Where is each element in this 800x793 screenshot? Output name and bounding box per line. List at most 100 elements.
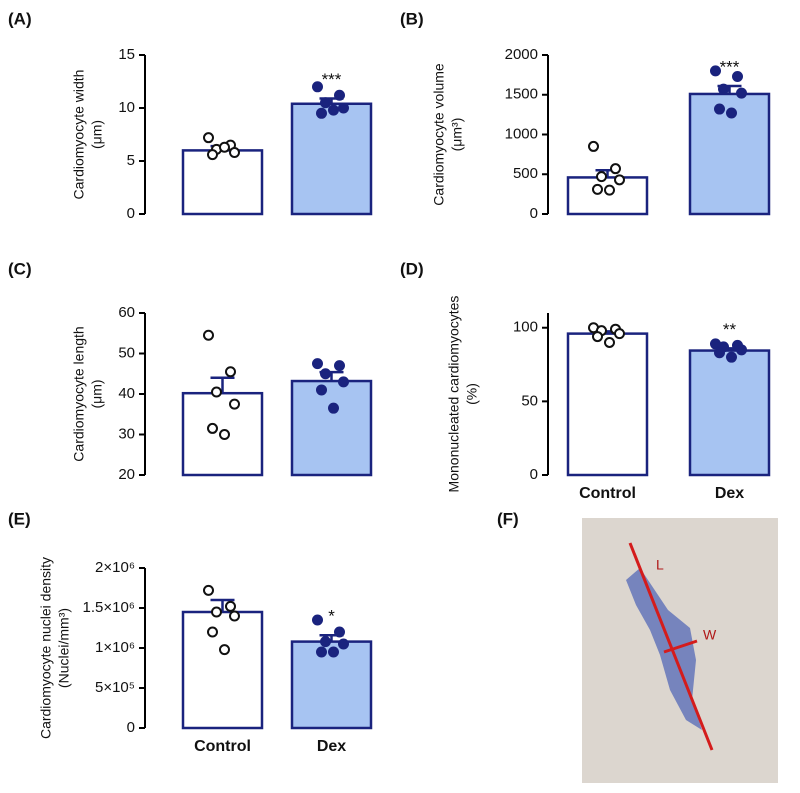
- y-tick-label: 2000: [505, 46, 538, 63]
- data-point: [219, 141, 230, 153]
- error-bar: [210, 598, 235, 612]
- bar: [566, 176, 649, 216]
- y-tick-label: 50: [118, 344, 135, 361]
- image-panel: L W (F): [497, 509, 778, 783]
- y-tick-label: 1.5×10⁶: [83, 599, 135, 616]
- data-point: [225, 366, 236, 378]
- y-axis-label: (μm): [89, 120, 105, 149]
- x-tick-label: Dex: [317, 738, 346, 755]
- data-point: [229, 610, 240, 622]
- data-point: [726, 351, 737, 363]
- y-tick-label: 50: [521, 392, 538, 409]
- significance: ***: [322, 70, 342, 89]
- y-tick-label: 5×10⁵: [95, 679, 135, 696]
- data-point: [334, 360, 345, 372]
- length-line: [628, 542, 714, 751]
- data-point: [710, 65, 721, 77]
- data-point: [316, 646, 327, 658]
- data-point: [320, 97, 331, 109]
- data-point: [225, 600, 236, 612]
- y-tick-label: 2×10⁶: [95, 559, 135, 576]
- data-point: [328, 104, 339, 116]
- y-tick-label: 1000: [505, 125, 538, 142]
- width-line: [663, 639, 698, 654]
- y-tick-label: 0: [530, 466, 538, 483]
- data-point: [203, 329, 214, 341]
- data-point: [229, 147, 240, 159]
- data-point: [312, 358, 323, 370]
- panel-label: (B): [400, 9, 424, 28]
- data-point: [334, 89, 345, 101]
- x-tick-label: Control: [579, 485, 636, 502]
- y-axis-label: Mononucleated cardiomyocytes: [446, 296, 462, 493]
- y-axis-label: (μm): [89, 379, 105, 408]
- data-point: [736, 344, 747, 356]
- y-tick-label: 60: [118, 304, 135, 321]
- y-tick-label: 10: [118, 99, 135, 116]
- data-point: [614, 174, 625, 186]
- width-label: W: [703, 627, 717, 643]
- data-point: [592, 331, 603, 343]
- data-point: [592, 183, 603, 195]
- bar: [688, 349, 771, 477]
- significance: ***: [720, 57, 740, 76]
- data-point: [338, 376, 349, 388]
- data-point: [203, 584, 214, 596]
- data-point: [588, 140, 599, 152]
- data-point: [736, 87, 747, 99]
- data-point: [312, 81, 323, 93]
- panel-label: (E): [8, 509, 31, 528]
- significance: *: [328, 607, 335, 626]
- y-tick-label: 0: [127, 719, 135, 736]
- data-point: [726, 107, 737, 119]
- y-axis-label: Cardiomyocyte volume: [431, 63, 447, 206]
- data-point: [714, 103, 725, 115]
- panel-label: (D): [400, 259, 424, 278]
- data-point: [338, 638, 349, 650]
- data-point: [338, 102, 349, 114]
- y-tick-label: 1500: [505, 86, 538, 103]
- data-point: [211, 386, 222, 398]
- data-point: [219, 644, 230, 656]
- data-point: [328, 402, 339, 414]
- data-point: [614, 328, 625, 340]
- data-point: [334, 626, 345, 638]
- y-tick-label: 5: [127, 152, 135, 169]
- y-tick-label: 500: [513, 165, 538, 182]
- data-point: [207, 149, 218, 161]
- y-tick-label: 0: [530, 205, 538, 222]
- bar: [290, 102, 373, 216]
- data-point: [229, 398, 240, 410]
- bar: [290, 640, 373, 730]
- y-tick-label: 20: [118, 466, 135, 483]
- bar: [181, 149, 264, 216]
- data-point: [604, 336, 615, 348]
- data-point: [316, 107, 327, 119]
- y-tick-label: 100: [513, 319, 538, 336]
- y-axis-label: (%): [464, 383, 480, 405]
- y-axis-label: Cardiomyocyte width: [71, 70, 87, 200]
- data-point: [596, 171, 607, 183]
- y-tick-label: 40: [118, 385, 135, 402]
- y-axis-label: Cardiomyocyte length: [71, 326, 87, 461]
- bar: [181, 610, 264, 730]
- data-point: [320, 368, 331, 380]
- y-tick-label: 0: [127, 205, 135, 222]
- data-point: [732, 70, 743, 82]
- data-point: [718, 83, 729, 95]
- y-axis-label: (μm³): [449, 118, 465, 152]
- data-point: [312, 614, 323, 626]
- x-tick-label: Control: [194, 738, 251, 755]
- significance: **: [723, 320, 737, 339]
- data-point: [211, 606, 222, 618]
- bar: [290, 379, 373, 477]
- data-point: [328, 646, 339, 658]
- bar: [566, 332, 649, 477]
- cell: [626, 568, 702, 730]
- y-axis-label: Cardiomyocyte nuclei density: [38, 557, 54, 739]
- y-tick-label: 15: [118, 46, 135, 63]
- length-label: L: [656, 557, 664, 573]
- panel-label: (A): [8, 9, 32, 28]
- data-point: [320, 636, 331, 648]
